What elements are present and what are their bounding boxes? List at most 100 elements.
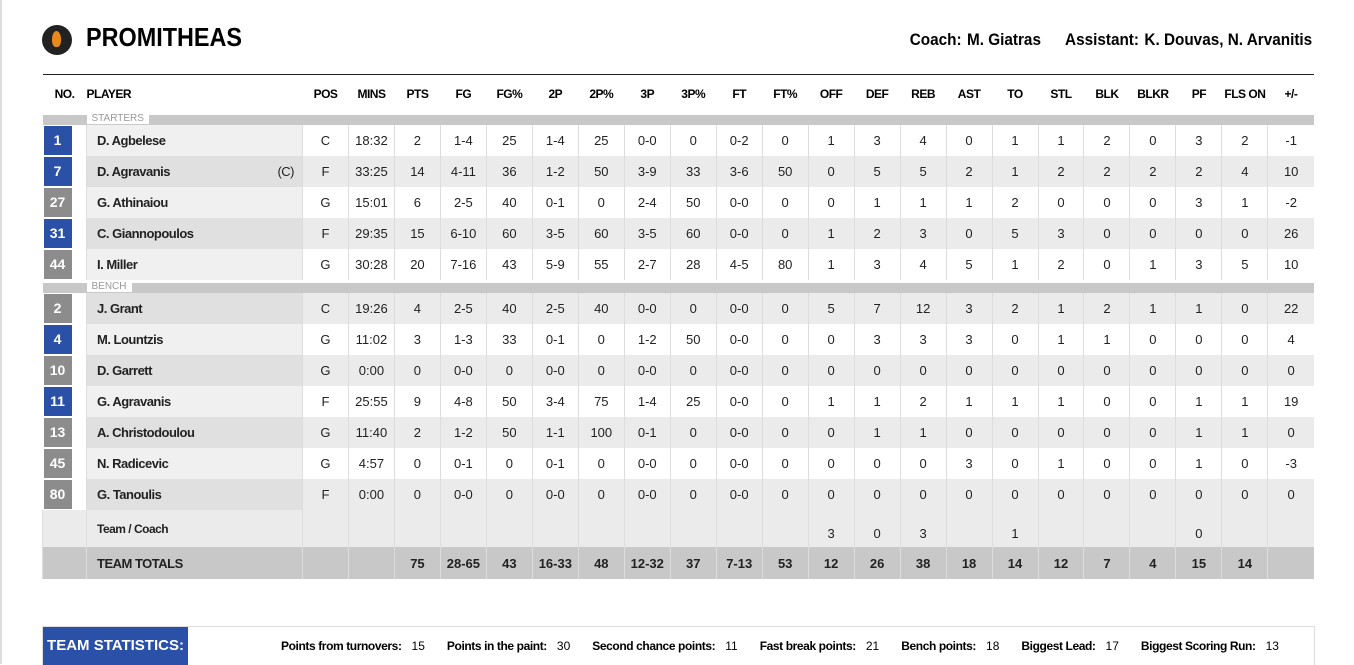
stat-2p: 2-5 [531,293,579,324]
stat-pts: 15 [393,218,441,249]
team-stat-value: 13 [1265,639,1279,653]
stat-to: 1 [991,249,1038,280]
column-header[interactable]: PLAYER [86,74,303,112]
stat-3p: 12-32 [623,547,671,579]
player-row[interactable]: 13 A. Christodoulou G 11:40 2 1-2 50 1-1 100 0-1 0… [42,417,1314,448]
player-name-text: I. Miller [97,257,138,272]
player-row[interactable]: 2 J. Grant C 19:26 4 2-5 40 2-5 40 0-0 0 0-0 0 5 7 12 3 2… [42,293,1314,324]
stat-reb: 12 [899,293,947,324]
column-header[interactable]: NO. [42,74,87,112]
player-row[interactable]: 7 D. Agravanis (C) F 33:25 14 4-11 36 1-2 50 3-9 33… [42,156,1314,187]
player-name[interactable]: D. Agbelese [86,125,303,156]
team-stat-value: 30 [556,639,571,653]
player-name[interactable]: C. Giannopoulos [86,218,303,249]
stat-3p: 1-2 [623,324,671,355]
stat-ast: 3 [945,293,993,324]
column-header[interactable]: AST [946,74,993,112]
column-header[interactable]: 2P [532,74,579,112]
stat-stl: 2 [1037,249,1084,280]
stat-ft-: 50 [761,156,809,187]
stat-to: 1 [991,510,1038,547]
stat-fg: 28-65 [439,547,487,579]
stat-def: 0 [853,355,901,386]
column-header[interactable]: BLKR [1129,74,1176,112]
column-header[interactable]: 3P [624,74,671,112]
stat-3p: 3-5 [623,218,671,249]
stat-fg: 1-2 [439,417,487,448]
player-name[interactable]: D. Garrett [86,355,303,386]
stat-blk: 7 [1083,547,1130,579]
column-header[interactable]: REB [900,74,947,112]
stat-stl: 1 [1037,293,1084,324]
column-header[interactable]: FLS ON [1221,74,1268,112]
stat-blk: 0 [1083,249,1130,280]
team-statistics-bar: TEAM STATISTICS: Points from turnovers: 1… [42,626,1315,665]
player-row[interactable]: 1 D. Agbelese C 18:32 2 1-4 25 1-4 25 0-0 0 0-2 0 1 3 4… [42,125,1314,156]
stat-off: 3 [807,510,855,547]
team-stat-label: Bench points: [901,639,977,653]
column-header[interactable]: PTS [394,74,441,112]
jersey-number-box: 27 [43,188,72,217]
stat-pos: F [302,479,349,510]
column-header[interactable]: FG [440,74,487,112]
column-header[interactable]: BLK [1083,74,1130,112]
player-row[interactable]: 27 G. Athinaiou G 15:01 6 2-5 40 0-1 0 2-4 50 0-0 0 0… [42,187,1314,218]
column-header[interactable]: MINS [348,74,395,112]
player-name[interactable]: G. Athinaiou [86,187,303,218]
stat-ft [715,510,763,547]
column-header[interactable]: FT [716,74,763,112]
player-name[interactable]: I. Miller [86,249,303,280]
stat-blk: 1 [1083,324,1130,355]
stat-fg-: 60 [485,218,533,249]
column-header[interactable]: TO [992,74,1038,112]
column-header[interactable]: 3P% [670,74,717,112]
stat-fg: 2-5 [439,293,487,324]
player-row[interactable]: 31 C. Giannopoulos F 29:35 15 6-10 60 3-5 60 3-5 6… [42,218,1314,249]
stat-ft-: 80 [761,249,809,280]
stat-ft: 3-6 [715,156,763,187]
stat-blkr: 4 [1129,547,1176,579]
stat-3p-: 0 [669,448,717,479]
column-header[interactable]: DEF [854,74,901,112]
player-name[interactable]: M. Lountzis [86,324,303,355]
column-header[interactable]: 2P% [578,74,625,112]
player-row[interactable]: 80 G. Tanoulis F 0:00 0 0-0 0 0-0 0 0-0 0 0-0 0 0 0 0 0 0… [42,479,1314,510]
stat-reb: 1 [899,417,947,448]
player-row[interactable]: 44 I. Miller G 30:28 20 7-16 43 5-9 55 2-7 28 4-5 80… [42,249,1314,280]
player-name[interactable]: G. Agravanis [86,386,303,417]
team-name: PROMITHEAS [86,22,243,52]
column-header[interactable]: +/- [1267,74,1314,112]
player-name[interactable]: A. Christodoulou [86,417,303,448]
player-row[interactable]: 45 N. Radicevic G 4:57 0 0-1 0 0-1 0 0-0 0 0-0 0 0 0 0 3… [42,448,1314,479]
player-row[interactable]: 11 G. Agravanis F 25:55 9 4-8 50 3-4 75 1-4 25 0-0 0… [42,386,1314,417]
column-header[interactable]: FG% [486,74,533,112]
player-name[interactable]: J. Grant [86,293,303,324]
player-row[interactable]: 10 D. Garrett G 0:00 0 0-0 0 0-0 0 0-0 0 0-0 0 0 0 0 0 0 0… [42,355,1314,386]
stat-ft: 0-0 [715,417,763,448]
column-header[interactable]: PF [1175,74,1222,112]
jersey-number: 1 [42,125,87,156]
player-name[interactable]: G. Tanoulis [86,479,303,510]
player-row[interactable]: 4 M. Lountzis G 11:02 3 1-3 33 0-1 0 1-2 50 0-0 0 0 3 3… [42,324,1314,355]
team-stat-value: 15 [411,639,425,653]
column-header[interactable]: POS [302,74,349,112]
jersey-number-box: 1 [43,126,72,155]
stat-2p: 0-1 [531,324,579,355]
stat-fg: 0-0 [439,355,487,386]
column-header[interactable]: OFF [808,74,855,112]
column-header[interactable]: FT% [762,74,809,112]
stat-stl: 3 [1037,218,1084,249]
player-name[interactable]: N. Radicevic [86,448,303,479]
player-name[interactable]: D. Agravanis (C) [86,156,303,187]
stat-ast: 3 [945,448,993,479]
stat--: 4 [1267,324,1314,355]
stat-fg: 1-3 [439,324,487,355]
column-header[interactable]: STL [1038,74,1084,112]
stat-ast: 0 [945,417,993,448]
stat-pf: 1 [1175,293,1222,324]
stat-2p-: 50 [577,156,625,187]
jersey-number-box: 80 [43,480,72,509]
stat-fg: 1-4 [439,125,487,156]
team-stat-value: 21 [865,639,880,653]
stat-to: 1 [991,125,1038,156]
